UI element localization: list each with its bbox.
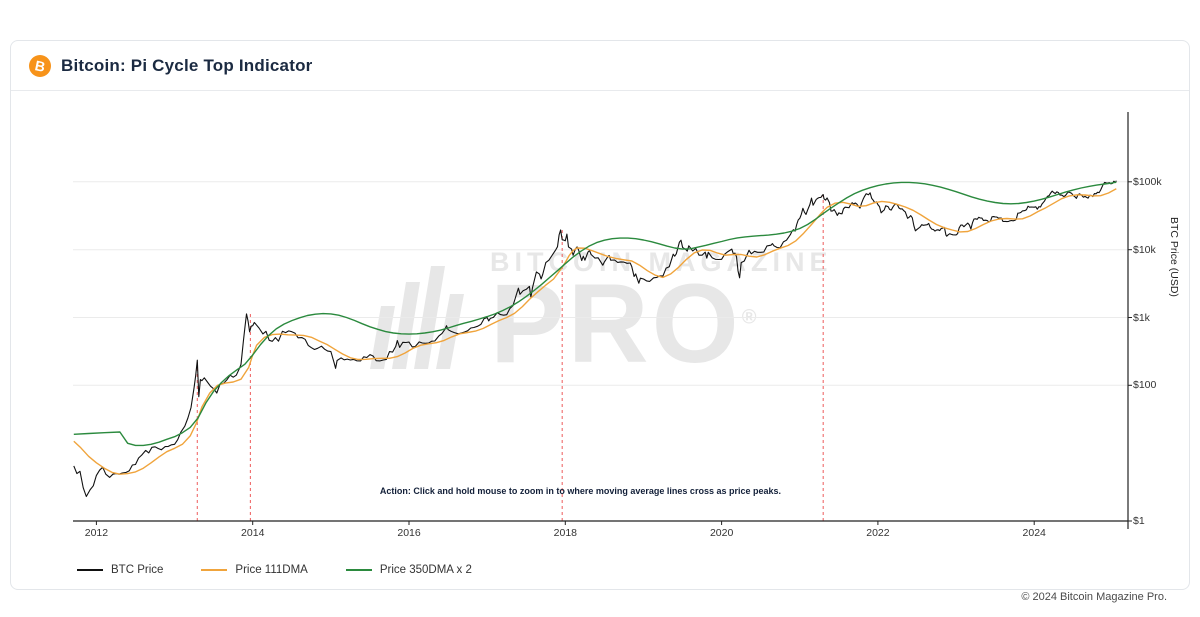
price-chart[interactable] <box>73 112 1132 529</box>
chart-card: B Bitcoin: Pi Cycle Top Indicator BITCOI… <box>10 40 1190 590</box>
y-tick-label: $10k <box>1133 243 1156 256</box>
chart-header: B Bitcoin: Pi Cycle Top Indicator <box>11 41 1189 91</box>
legend-swatch <box>77 569 103 571</box>
legend-swatch <box>345 569 372 571</box>
y-tick-label: $100 <box>1133 379 1157 392</box>
x-tick-label: 2012 <box>84 527 109 539</box>
plot-region[interactable]: BITCOIN MAGAZINE PRO® Action: Click and … <box>73 112 1180 539</box>
y-tick-label: $100k <box>1133 175 1162 188</box>
x-tick-label: 2020 <box>709 527 734 539</box>
legend-swatch <box>201 569 228 571</box>
x-tick-label: 2014 <box>241 527 265 539</box>
page-title: Bitcoin: Pi Cycle Top Indicator <box>61 55 313 75</box>
y-axis-title: BTC Price (USD) <box>1168 217 1180 297</box>
x-tick-label: 2016 <box>397 527 421 539</box>
legend-item[interactable]: BTC Price <box>77 564 163 576</box>
legend-item[interactable]: Price 350DMA x 2 <box>345 564 472 576</box>
x-tick-label: 2018 <box>553 527 578 539</box>
legend-label: BTC Price <box>111 564 164 576</box>
copyright: © 2024 Bitcoin Magazine Pro. <box>1021 591 1167 603</box>
series-price-350dma-x-2[interactable] <box>73 181 1117 447</box>
y-tick-label: $1 <box>1133 515 1145 527</box>
x-tick-label: 2024 <box>1022 527 1046 539</box>
x-tick-label: 2022 <box>866 527 890 539</box>
legend: BTC Price Price 111DMA Price 350DMA x 2 <box>77 564 472 576</box>
chart-annotation: Action: Click and hold mouse to zoom in … <box>379 486 781 496</box>
series-price-111dma[interactable] <box>73 188 1117 475</box>
bitcoin-icon: B <box>29 54 51 77</box>
legend-item[interactable]: Price 111DMA <box>201 564 308 576</box>
y-tick-label: $1k <box>1133 311 1150 324</box>
series-btc-price[interactable] <box>73 180 1117 498</box>
legend-label: Price 350DMA x 2 <box>379 564 472 576</box>
legend-label: Price 111DMA <box>235 564 308 576</box>
